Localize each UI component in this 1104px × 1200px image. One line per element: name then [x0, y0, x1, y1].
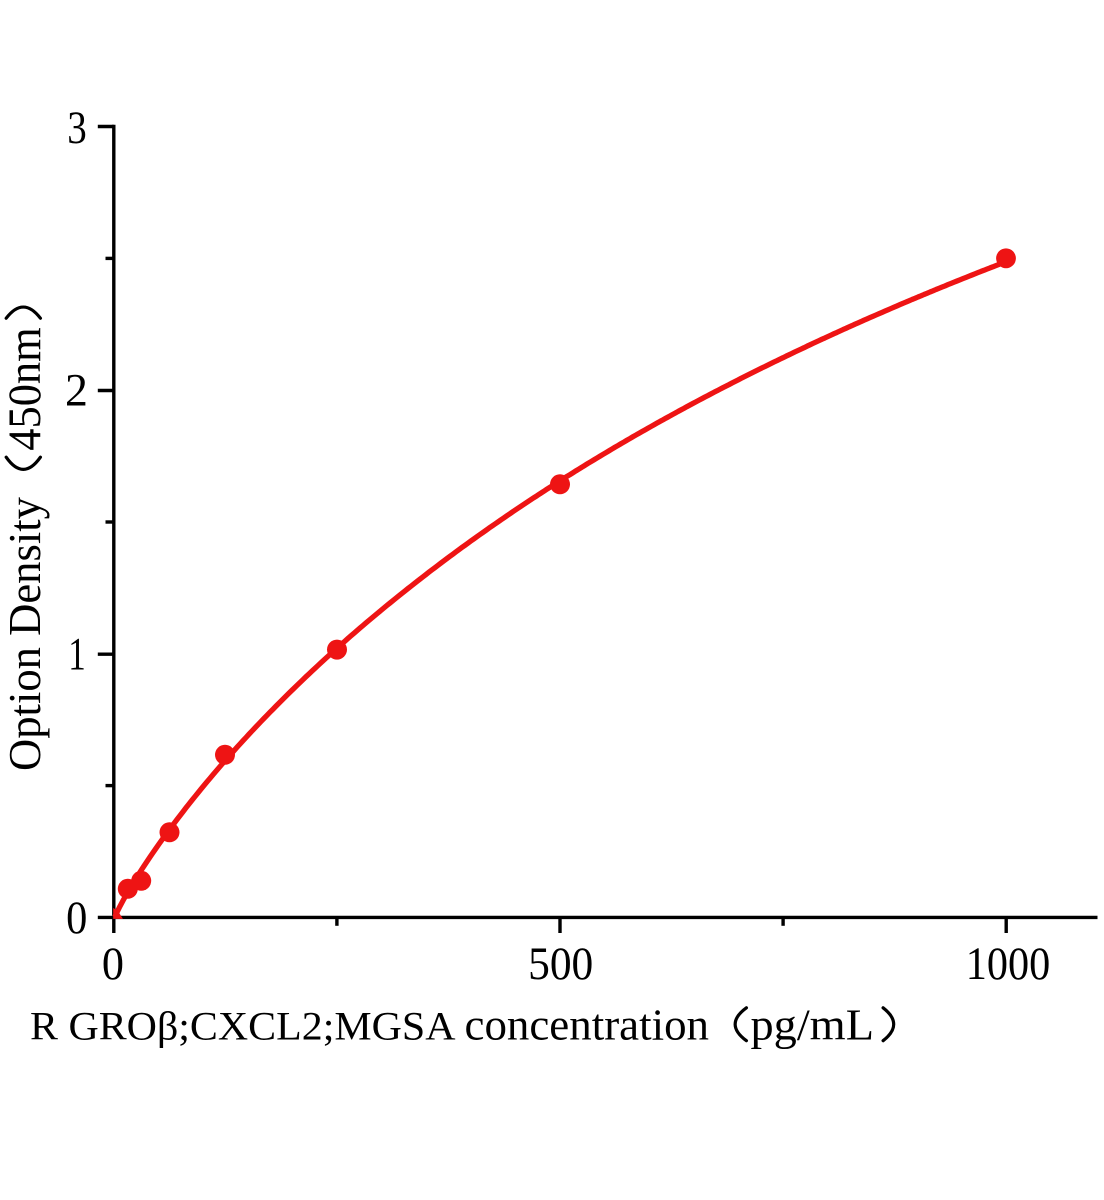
svg-text:1000: 1000 [966, 938, 1051, 990]
svg-text:Option Density: Option Density [0, 497, 50, 771]
svg-text:0: 0 [66, 892, 87, 944]
svg-text:pg/mL: pg/mL [751, 1000, 875, 1049]
svg-text:0: 0 [102, 938, 124, 990]
svg-text:500: 500 [528, 938, 593, 990]
svg-text:3: 3 [67, 102, 87, 154]
svg-text:concentration: concentration [465, 1000, 710, 1049]
svg-text:2: 2 [65, 364, 88, 416]
svg-text:R GROβ;CXCL2;MGSA: R GROβ;CXCL2;MGSA [30, 1003, 456, 1048]
svg-text:450nm: 450nm [0, 327, 51, 450]
svg-text:1: 1 [68, 629, 86, 681]
